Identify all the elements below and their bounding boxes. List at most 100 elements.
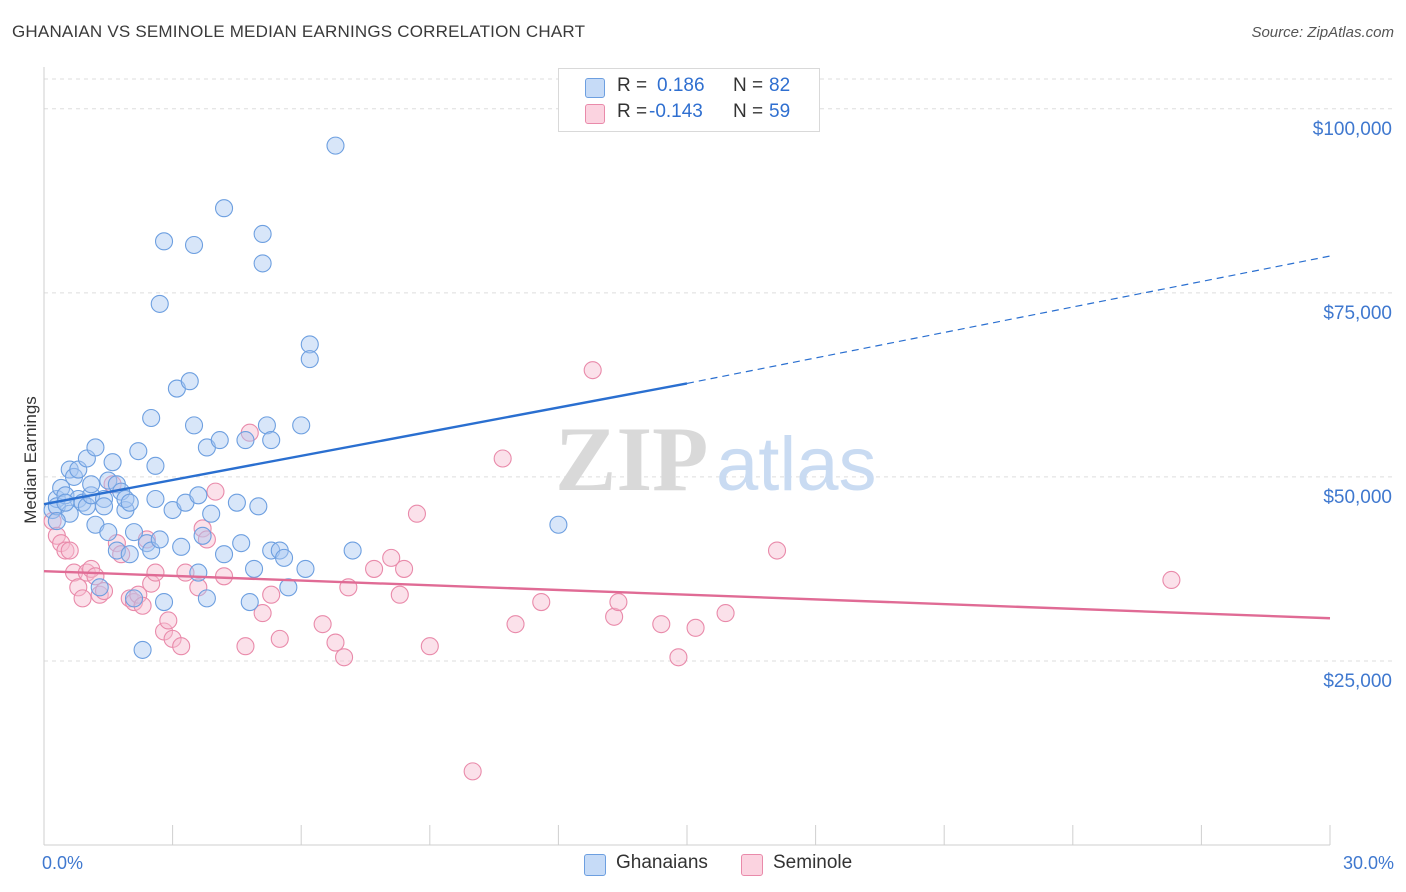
source-label: Source: ZipAtlas.com [1251, 24, 1394, 41]
seminole-point [609, 593, 628, 612]
ghanaians-point [202, 504, 221, 523]
chart-title: GHANAIAN VS SEMINOLE MEDIAN EARNINGS COR… [12, 22, 586, 41]
ghanaians-point [142, 408, 161, 428]
ghanaians-point [124, 523, 144, 542]
legend-swatch-pink [585, 104, 605, 124]
ghanaians-point [189, 563, 208, 582]
ghanaians-point [86, 438, 105, 457]
ghanaians-point [244, 559, 264, 578]
seminole-point [365, 559, 384, 578]
ghanaians-point [129, 442, 148, 461]
y-tick-label: $75,000 [1323, 303, 1392, 324]
ghanaians-point [326, 136, 345, 155]
seminole-point [1162, 570, 1181, 590]
ghanaians-point [120, 545, 139, 564]
seminole-point [335, 648, 354, 667]
y-tick-label: $100,000 [1313, 119, 1392, 140]
seminole-point [716, 604, 735, 623]
legend-r-value: 0.186 [657, 75, 705, 96]
ghanaians-point [300, 350, 319, 369]
ghanaians-point [189, 486, 208, 505]
bottom-legend-label: Seminole [773, 852, 853, 873]
ghanaians-point [90, 578, 109, 597]
ghanaians-point [124, 589, 144, 608]
ghanaians-point [249, 497, 268, 516]
watermark-atlas: atlas [716, 422, 877, 507]
seminole-point [206, 482, 225, 501]
bottom-legend-swatch-blue [584, 854, 606, 876]
ghanaians-trend-line [43, 382, 688, 506]
seminole-point [159, 611, 178, 630]
seminole-point [69, 578, 88, 597]
ghanaians-point [184, 416, 204, 435]
seminole-point [146, 563, 165, 582]
ghanaians-point [180, 372, 199, 391]
ghanaians-point [197, 589, 216, 608]
seminole-point [214, 567, 234, 586]
correlation-legend: R = 0.186 N = 82 R = -0.143 N = 59 [558, 68, 820, 132]
ghanaians-point [240, 593, 259, 612]
tick-labels: $25,000 $50,000 $75,000 $100,000 0.0% 30.0% [42, 119, 1394, 873]
seminole-point [73, 589, 92, 608]
ghanaians-point [146, 456, 165, 475]
seminole-trend-line [43, 569, 1331, 620]
ghanaians-point [103, 453, 122, 472]
ghanaians-points [43, 136, 568, 659]
ghanaians-point [296, 559, 315, 578]
seminole-point [172, 637, 191, 656]
y-tick-label: $25,000 [1323, 671, 1392, 692]
ghanaians-point [210, 431, 229, 450]
ghanaians-point [279, 578, 298, 597]
y-tick-label: $50,000 [1323, 487, 1392, 508]
x-tick-label: 0.0% [42, 853, 83, 873]
ghanaians-point [150, 530, 169, 549]
seminole-point [420, 637, 439, 656]
seminole-point [532, 593, 551, 612]
seminole-point [326, 633, 345, 652]
ghanaians-point [236, 431, 255, 450]
ghanaians-point [262, 431, 281, 450]
trend-lines [43, 255, 1331, 620]
ghanaians-point [343, 541, 362, 560]
ghanaians-point [257, 416, 276, 435]
ghanaians-point [253, 224, 272, 244]
ghanaians-point [300, 335, 319, 354]
seminole-point [767, 541, 787, 560]
seminole-point [253, 604, 272, 623]
ghanaians-point [184, 235, 204, 255]
seminole-point [236, 637, 255, 656]
ghanaians-point [146, 489, 165, 509]
ghanaians-point [172, 537, 191, 556]
legend-r-label: R = [617, 75, 648, 96]
ghanaians-point [94, 497, 114, 516]
ghanaians-trend-extension [686, 255, 1331, 384]
ghanaians-point [120, 493, 139, 512]
ghanaians-point [82, 475, 101, 494]
ghanaians-point [99, 523, 118, 542]
ghanaians-point [154, 593, 174, 612]
seminole-point [382, 548, 401, 567]
seminole-point [583, 361, 602, 380]
legend-n-label: N = [733, 75, 764, 96]
seminole-point [60, 541, 79, 560]
legend-r-value: -0.143 [649, 101, 703, 122]
ghanaians-point [133, 640, 152, 659]
ghanaians-point [275, 548, 294, 567]
seminole-point [493, 449, 512, 468]
bottom-legend-swatch-pink [741, 854, 763, 876]
seminole-point [262, 585, 281, 604]
ghanaians-point [292, 416, 311, 435]
x-tick-label: 30.0% [1343, 853, 1394, 873]
seminole-points [43, 361, 1181, 781]
ghanaians-point [549, 515, 568, 534]
seminole-point [686, 618, 705, 637]
ghanaians-point [193, 526, 212, 545]
watermark-zip: ZIP [555, 408, 708, 510]
seminole-point [56, 541, 75, 560]
ghanaians-point [47, 512, 66, 531]
legend-n-value: 82 [769, 75, 791, 96]
ghanaians-point [232, 534, 251, 553]
seminole-point [605, 607, 624, 626]
axes [43, 67, 1331, 846]
